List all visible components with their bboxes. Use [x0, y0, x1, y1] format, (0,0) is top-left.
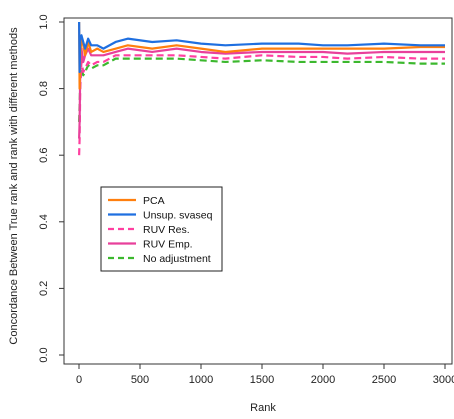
legend-label: RUV Res. [143, 224, 190, 236]
series-line-no-adjustment [78, 57, 445, 122]
y-tick-label: 0.4 [38, 214, 50, 229]
plot-frame [63, 17, 453, 365]
x-tick-label: 1000 [189, 374, 213, 386]
series-line-ruv-emp [78, 47, 445, 139]
x-axis-title: Rank [250, 402, 276, 414]
x-tick-label: 1500 [250, 374, 274, 386]
x-tick-label: 500 [131, 374, 149, 386]
legend-label: No adjustment [143, 253, 211, 265]
x-tick-label: 0 [76, 374, 82, 386]
y-tick-label: 1.0 [38, 14, 50, 29]
series-line-ruv-res [78, 54, 445, 156]
legend-label: Unsup. svaseq [143, 210, 213, 222]
y-tick-label: 0.0 [38, 347, 50, 362]
series-line-unsup-svaseq [78, 21, 445, 74]
legend-label: RUV Emp. [143, 239, 193, 251]
y-tick-label: 0.2 [38, 281, 50, 296]
y-axis-title: Concordance Between True rank and rank w… [8, 27, 20, 345]
legend: PCA Unsup. svaseq RUV Res. RUV Emp. No adjus… [100, 186, 223, 272]
x-tick-label: 2000 [311, 374, 335, 386]
legend-label: PCA [143, 195, 165, 207]
x-tick-label: 2500 [372, 374, 396, 386]
series-layer [78, 21, 445, 156]
y-tick-label: 0.8 [38, 81, 50, 96]
y-tick-label: 0.6 [38, 148, 50, 163]
